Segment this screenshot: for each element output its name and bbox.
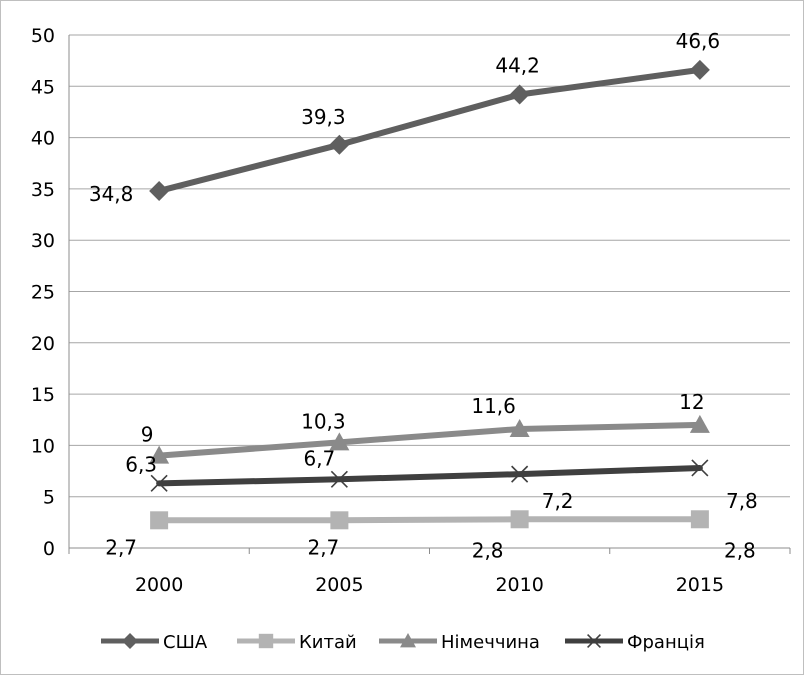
data-labels: 34,8 39,3 44,2 46,6 2,7 2,7 2,8 2,8 9 10,3 11,6 12 6… (89, 29, 758, 562)
diamond-marker (509, 84, 530, 105)
x-marker-stroke (330, 470, 348, 488)
diamond-marker (329, 134, 350, 155)
data-label: 10,3 (301, 409, 346, 433)
grid (69, 34, 790, 498)
x-tick-label: 2005 (315, 574, 363, 596)
legend-label: Німеччина (441, 632, 540, 653)
data-label: 2,7 (307, 535, 339, 559)
y-tick-label: 25 (31, 282, 55, 304)
legend-entry: Франція (565, 632, 705, 653)
legend-label: США (163, 632, 208, 653)
x-marker-stroke (150, 474, 168, 492)
x-tick-label: 2010 (495, 574, 543, 596)
triangle-marker (509, 418, 530, 437)
axes (68, 35, 791, 554)
x-marker-stroke (511, 465, 529, 483)
data-label: 7,8 (726, 489, 758, 513)
data-label: 2,8 (472, 538, 504, 562)
series-1 (149, 59, 710, 201)
data-label: 44,2 (495, 54, 540, 78)
x-marker-stroke (587, 634, 601, 648)
data-label: 6,3 (125, 452, 157, 476)
y-tick-label: 0 (43, 538, 55, 560)
y-tick-label: 15 (31, 384, 55, 406)
square-marker (330, 511, 349, 530)
series-3 (149, 414, 710, 464)
series-line (156, 66, 703, 194)
triangle-marker (400, 633, 416, 648)
legend-label: Франція (627, 632, 705, 653)
square-marker (150, 511, 169, 530)
series-line (156, 464, 703, 487)
legend: США Китай Німеччина Франція (101, 632, 705, 653)
legend-entry: Німеччина (379, 632, 540, 653)
series-4 (150, 459, 709, 492)
legend-entry: Китай (237, 632, 357, 653)
diamond-marker (149, 180, 170, 201)
y-tick-label: 30 (31, 230, 55, 252)
data-label: 9 (141, 423, 154, 447)
series-line (156, 516, 703, 524)
data-label: 7,2 (542, 489, 574, 513)
data-label: 34,8 (89, 182, 134, 206)
series-2 (150, 510, 709, 530)
square-marker (690, 510, 709, 529)
diamond-marker (689, 59, 710, 80)
data-label: 39,3 (301, 105, 346, 129)
y-tick-label: 35 (31, 179, 55, 201)
diamond-marker (122, 633, 138, 649)
series-layer (149, 59, 710, 530)
triangle-marker (149, 445, 170, 464)
data-label: 11,6 (471, 394, 516, 418)
data-label: 12 (679, 390, 704, 414)
y-tick-label: 50 (31, 25, 55, 47)
x-marker (150, 474, 168, 492)
triangle-marker (689, 414, 710, 433)
x-marker-stroke (691, 459, 709, 477)
square-marker (510, 510, 529, 529)
y-tick-label: 45 (31, 76, 55, 98)
x-tick-label: 2015 (676, 574, 724, 596)
legend-entry: США (101, 632, 208, 653)
data-label: 2,7 (105, 535, 137, 559)
y-tick-label: 5 (43, 487, 55, 509)
y-tick-label: 20 (31, 333, 55, 355)
x-marker (587, 634, 601, 648)
y-tick-label: 10 (31, 435, 55, 457)
legend-label: Китай (299, 632, 357, 653)
x-tick-label: 2000 (135, 574, 183, 596)
tick-labels: 0 5 10 15 20 25 30 35 40 45 50 2000 2005 2010 2015 (31, 25, 724, 596)
y-tick-label: 40 (31, 128, 55, 150)
data-label: 6,7 (303, 446, 335, 470)
x-marker (691, 459, 709, 477)
x-marker (511, 465, 529, 483)
data-label: 46,6 (676, 29, 721, 53)
x-marker (330, 470, 348, 488)
data-label: 2,8 (724, 538, 756, 562)
series-line (156, 421, 703, 459)
square-marker (258, 633, 274, 649)
triangle-marker (329, 432, 350, 451)
